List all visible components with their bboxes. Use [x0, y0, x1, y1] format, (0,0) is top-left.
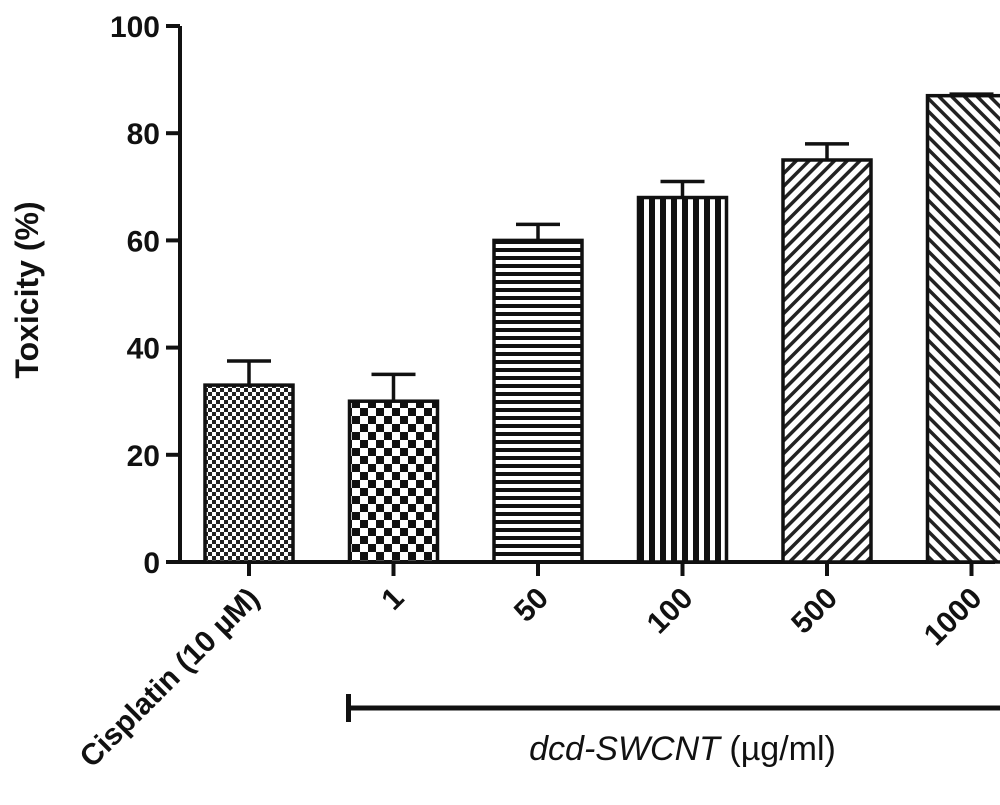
x-tick-label-0: Cisplatin (10 µM) [74, 582, 266, 774]
y-axis-title: Toxicity (%) [9, 201, 45, 378]
group-bracket [346, 694, 1000, 722]
y-tick-label-60: 60 [127, 225, 160, 258]
error-bars [227, 92, 994, 402]
y-axis: 0 20 40 60 80 100 [110, 11, 182, 580]
y-tick-label-20: 20 [127, 440, 160, 473]
x-tick-label-4: 500 [785, 582, 844, 641]
bars [203, 93, 1000, 564]
y-tick-label-0: 0 [143, 547, 160, 580]
group-label-units: (µg/ml) [720, 730, 836, 768]
x-tick-label-5: 1000 [918, 582, 989, 653]
y-tick-label-80: 80 [127, 118, 160, 151]
bar-4 [781, 158, 873, 564]
bar-2 [492, 238, 584, 564]
group-label-italic: dcd-SWCNT [529, 730, 722, 768]
x-tick-label-1: 1 [375, 582, 410, 617]
x-tick-label-2: 50 [508, 582, 555, 629]
y-tick-label-40: 40 [127, 333, 160, 366]
bar-0 [203, 383, 295, 564]
x-tick-label-3: 100 [641, 582, 700, 641]
bar-1 [347, 399, 440, 564]
x-axis [178, 560, 995, 576]
bar-3 [636, 195, 729, 564]
group-label: dcd-SWCNT (µg/ml) [529, 730, 836, 768]
bar-5 [925, 93, 1000, 564]
y-tick-label-100: 100 [110, 11, 160, 44]
